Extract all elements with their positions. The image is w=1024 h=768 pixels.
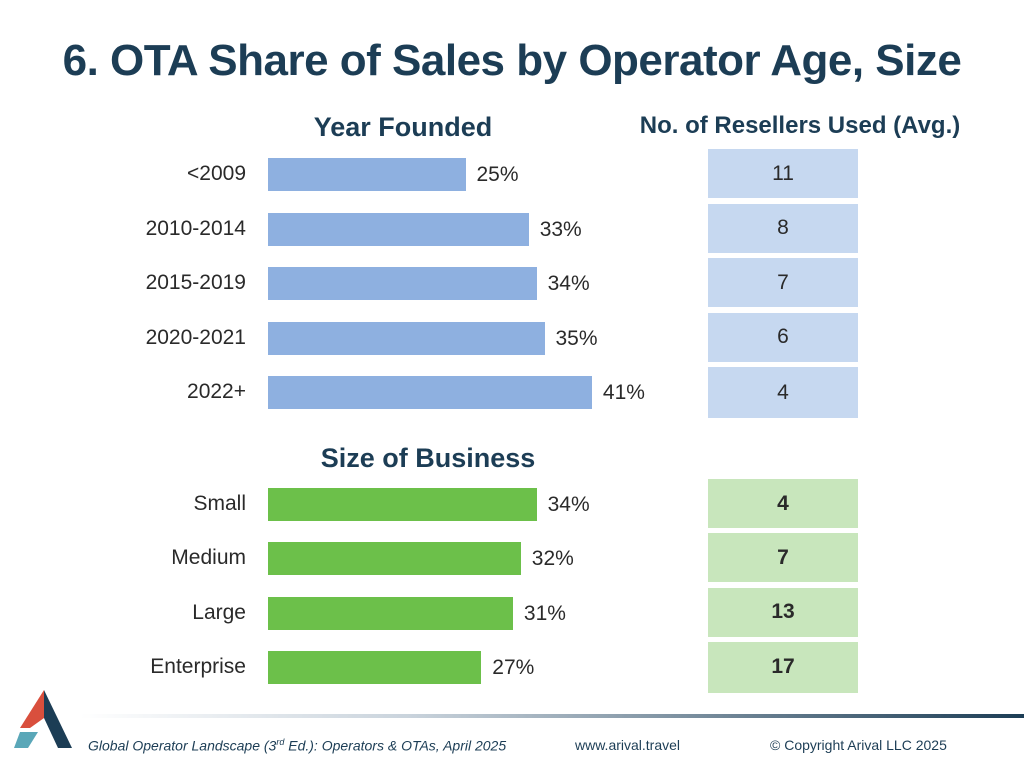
- size-of-business-title: Size of Business: [320, 443, 536, 473]
- bar-value-label: 25%: [476, 163, 519, 186]
- bar-row: Small 34%: [0, 488, 700, 521]
- bar-row: 2010-2014 33%: [0, 212, 700, 246]
- bar-row: 2020-2021 35%: [0, 321, 700, 355]
- bar: [268, 212, 529, 246]
- bar-value-label: 32%: [531, 547, 574, 571]
- footer-divider: [80, 714, 1024, 718]
- footer-website: www.arival.travel: [575, 737, 681, 753]
- bar-category-label: Large: [192, 600, 246, 624]
- bar-category-label: 2022+: [187, 380, 246, 403]
- bar-row: Medium 32%: [0, 542, 700, 576]
- reseller-count-cell: 8: [708, 203, 858, 255]
- bar-value-label: 34%: [547, 493, 590, 516]
- reseller-count-cell: 7: [708, 258, 858, 309]
- bar: [268, 376, 592, 409]
- bar-value-label: 27%: [492, 655, 535, 679]
- bar: [268, 650, 482, 684]
- year-founded-title: Year Founded: [313, 112, 493, 142]
- footer-copyright: © Copyright Arival LLC 2025: [770, 737, 947, 753]
- bar-row: 2022+ 41%: [0, 376, 700, 409]
- bar: [268, 267, 537, 300]
- bar-value-label: 33%: [539, 217, 582, 241]
- bar: [268, 158, 466, 191]
- bar-row: <2009 25%: [0, 158, 700, 191]
- reseller-count-cell: 4: [708, 367, 858, 418]
- bar-category-label: Medium: [171, 546, 246, 570]
- bar-row: 2015-2019 34%: [0, 267, 700, 300]
- reseller-count-cell: 4: [708, 479, 858, 530]
- bar: [268, 488, 537, 521]
- bar-value-label: 31%: [523, 601, 566, 625]
- footer-source: Global Operator Landscape (3rd Ed.): Ope…: [88, 737, 507, 754]
- bar-value-label: 41%: [602, 381, 645, 404]
- bar-row: Large 31%: [0, 596, 700, 630]
- reseller-count-cell: 6: [708, 312, 858, 364]
- bar-category-label: <2009: [187, 162, 246, 185]
- reseller-count-cell: 13: [708, 587, 858, 639]
- bar: [268, 596, 513, 630]
- reseller-count-cell: 11: [708, 149, 858, 200]
- arival-logo-icon: [14, 690, 72, 748]
- reseller-count-cell: 7: [708, 533, 858, 585]
- bar-row: Enterprise 27%: [0, 650, 700, 684]
- bar-value-label: 35%: [555, 326, 598, 350]
- reseller-count-cell: 17: [708, 641, 858, 693]
- bar-category-label: 2010-2014: [145, 216, 246, 240]
- bar-category-label: Enterprise: [150, 654, 246, 678]
- bar: [268, 321, 545, 355]
- resellers-title: No. of Resellers Used (Avg.): [639, 112, 961, 139]
- bar: [268, 542, 521, 576]
- page-title: 6. OTA Share of Sales by Operator Age, S…: [62, 36, 962, 85]
- bar-value-label: 34%: [547, 272, 590, 295]
- bar-category-label: 2020-2021: [145, 325, 246, 349]
- bar-category-label: 2015-2019: [145, 271, 246, 294]
- bar-category-label: Small: [193, 492, 246, 515]
